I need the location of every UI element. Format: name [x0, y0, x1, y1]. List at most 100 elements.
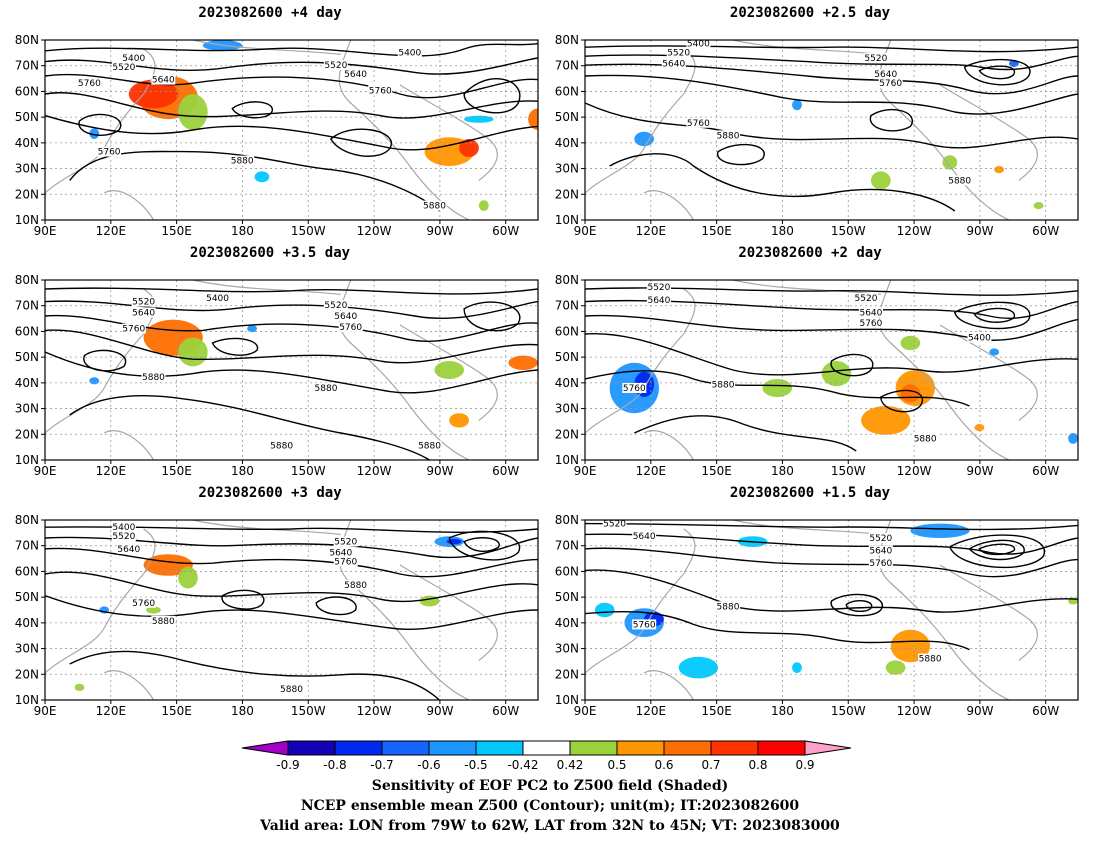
sensitivity-shade [1068, 433, 1078, 444]
caption-line-2: NCEP ensemble mean Z500 (Contour); unit(… [300, 798, 800, 814]
z500-contour [45, 314, 538, 342]
z500-contour [463, 537, 500, 553]
coastline [585, 48, 696, 194]
lon-label: 90E [34, 704, 57, 718]
lat-label: 10N [555, 693, 579, 707]
contour-label: 5520 [334, 538, 357, 548]
colorbar-tick-label: -0.9 [276, 758, 299, 772]
lat-label: 40N [555, 376, 579, 390]
lat-label: 40N [15, 616, 39, 630]
z500-contour [953, 301, 1031, 330]
contour-label-bg [269, 440, 294, 451]
contour-label: 5760 [859, 319, 882, 329]
sensitivity-shade [861, 406, 911, 435]
colorbar-tick-label: 0.6 [654, 758, 673, 772]
lat-label: 20N [555, 187, 579, 201]
plot-area: 5520 5640 5520 5640 5760 5880 5760 5880 80N 70N 60… [555, 513, 1079, 718]
colorbar-tick-label: -0.5 [464, 758, 487, 772]
lon-label: 120E [96, 704, 127, 718]
z500-contour [330, 128, 393, 157]
plot-inner: 5400552056405760552056405760588058805880… [45, 280, 538, 460]
contour-label: 5400 [968, 334, 991, 344]
contour-label: 5400 [687, 40, 710, 50]
sensitivity-shade [74, 683, 85, 691]
contour-label-bg [868, 545, 893, 556]
contour-label: 5880 [152, 617, 175, 627]
contour-label-bg [863, 53, 888, 63]
contour-label-bg [97, 146, 122, 157]
lon-label: 90E [574, 224, 597, 238]
sensitivity-shade [178, 566, 198, 589]
contour-label-bg [343, 579, 368, 590]
plot-area: 54005520564055205640576057605880588080N7… [555, 33, 1079, 238]
contour-label-bg [711, 379, 736, 390]
lat-label: 60N [555, 84, 579, 98]
lon-label: 180 [231, 464, 254, 478]
coastline [878, 520, 1010, 700]
contour-label: 5520 [667, 49, 690, 59]
z500-contour [45, 42, 538, 57]
lat-label: 80N [555, 273, 579, 287]
sensitivity-shade [792, 99, 802, 111]
lat-label: 80N [15, 273, 39, 287]
sensitivity-shade [1033, 202, 1044, 210]
z500-contour [585, 54, 1078, 71]
plot-inner: 5520 5640 5520 5640 5760 5880 5760 5880 [585, 520, 1078, 700]
z500-contour [978, 65, 1016, 80]
contour-label-bg [715, 601, 740, 612]
contour-label: 5880 [344, 581, 367, 591]
contour-label-bg [646, 282, 671, 293]
contour-label-bg [111, 522, 136, 533]
colorbar-swatch [522, 740, 571, 756]
z500-contour [830, 593, 884, 617]
contour-label-bg [131, 296, 156, 307]
lon-label: 90E [34, 464, 57, 478]
contour-label: 5520 [864, 54, 887, 64]
contour-label-bg [858, 307, 883, 318]
contour-label: 5760 [339, 323, 362, 333]
lat-label: 80N [555, 513, 579, 527]
sensitivity-shade [989, 348, 1000, 356]
sensitivity-shade [508, 355, 538, 370]
lon-label: 150E [161, 704, 192, 718]
plot-area: 5400552056405520564057605880576058805880… [15, 513, 539, 718]
sensitivity-shade [634, 131, 655, 147]
sensitivity-shade [942, 155, 958, 170]
contour-label-bg [77, 78, 102, 89]
sensitivity-shade [821, 361, 852, 387]
contour-label: 5880 [914, 434, 937, 444]
coastline [192, 520, 341, 535]
lon-label: 180 [771, 464, 794, 478]
sensitivity-shade [885, 660, 906, 675]
sensitivity-shade [449, 413, 469, 428]
contour-label: 5400 [112, 523, 135, 533]
sensitivity-shade [446, 538, 462, 545]
lat-label: 20N [555, 427, 579, 441]
contour-label-bg [141, 372, 166, 383]
z500-contour [45, 92, 538, 119]
sensitivity-shade [254, 171, 270, 183]
colorbar-tick-label: 0.7 [701, 758, 720, 772]
z500-contour [585, 569, 1078, 613]
contour-label-bg [230, 155, 255, 166]
lon-label: 90W [966, 464, 993, 478]
z500-contour [231, 101, 273, 119]
contour-label-bg [121, 323, 146, 334]
z500-contour [448, 530, 521, 561]
coastline [399, 324, 498, 421]
z500-contour [585, 522, 1078, 531]
z500-contour [585, 370, 970, 407]
colorbar-tick-label: -0.42 [507, 758, 538, 772]
z500-contour [634, 415, 857, 452]
contour-label-bg [661, 58, 686, 69]
contour-label: 5520 [324, 301, 347, 311]
z500-contour [45, 73, 538, 99]
plot-area: 5400552056405760540055205640576057605880… [15, 33, 539, 238]
lon-label: 120W [357, 704, 392, 718]
sensitivity-shade [178, 337, 208, 367]
contour-label: 5520 [603, 520, 626, 530]
sensitivity-shade [146, 606, 161, 614]
lat-label: 30N [555, 402, 579, 416]
